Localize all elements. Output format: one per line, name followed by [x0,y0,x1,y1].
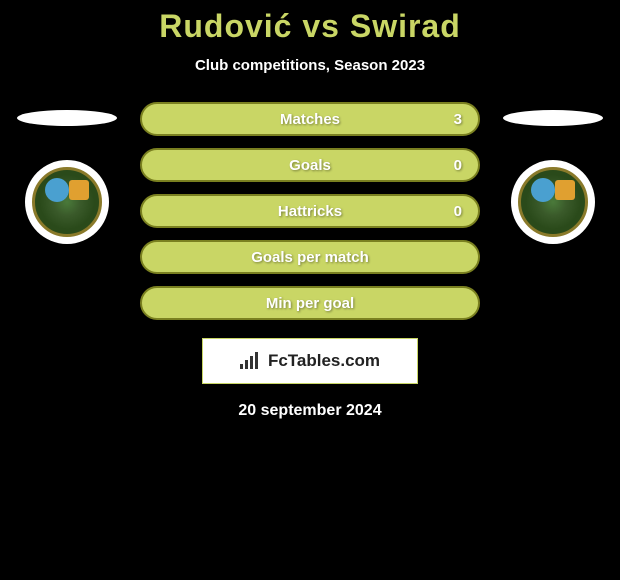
main-content: Matches 3 Goals 0 Hattricks 0 Goals per … [0,102,620,320]
stat-label: Goals per match [251,249,369,266]
right-player-column [498,102,608,244]
stat-row-matches: Matches 3 [140,102,480,136]
player-photo-placeholder-left [17,110,117,126]
left-player-column [12,102,122,244]
stat-label: Matches [280,111,340,128]
stat-label: Hattricks [278,203,342,220]
club-badge-right [511,160,595,244]
stat-row-min-per-goal: Min per goal [140,286,480,320]
comparison-card: Rudović vs Swirad Club competitions, Sea… [0,0,620,420]
chart-icon [240,351,264,371]
stat-row-hattricks: Hattricks 0 [140,194,480,228]
club-crest-icon [32,167,102,237]
subtitle: Club competitions, Season 2023 [0,57,620,74]
stat-value-right: 0 [454,157,462,174]
date-label: 20 september 2024 [0,402,620,420]
stat-label: Goals [289,157,331,174]
page-title: Rudović vs Swirad [0,8,620,45]
stat-row-goals: Goals 0 [140,148,480,182]
stats-list: Matches 3 Goals 0 Hattricks 0 Goals per … [140,102,480,320]
stat-value-right: 3 [454,111,462,128]
brand-link[interactable]: FcTables.com [202,338,418,384]
club-crest-icon [518,167,588,237]
club-badge-left [25,160,109,244]
stat-value-right: 0 [454,203,462,220]
brand-label: FcTables.com [268,351,380,371]
stat-label: Min per goal [266,295,354,312]
player-photo-placeholder-right [503,110,603,126]
stat-row-goals-per-match: Goals per match [140,240,480,274]
